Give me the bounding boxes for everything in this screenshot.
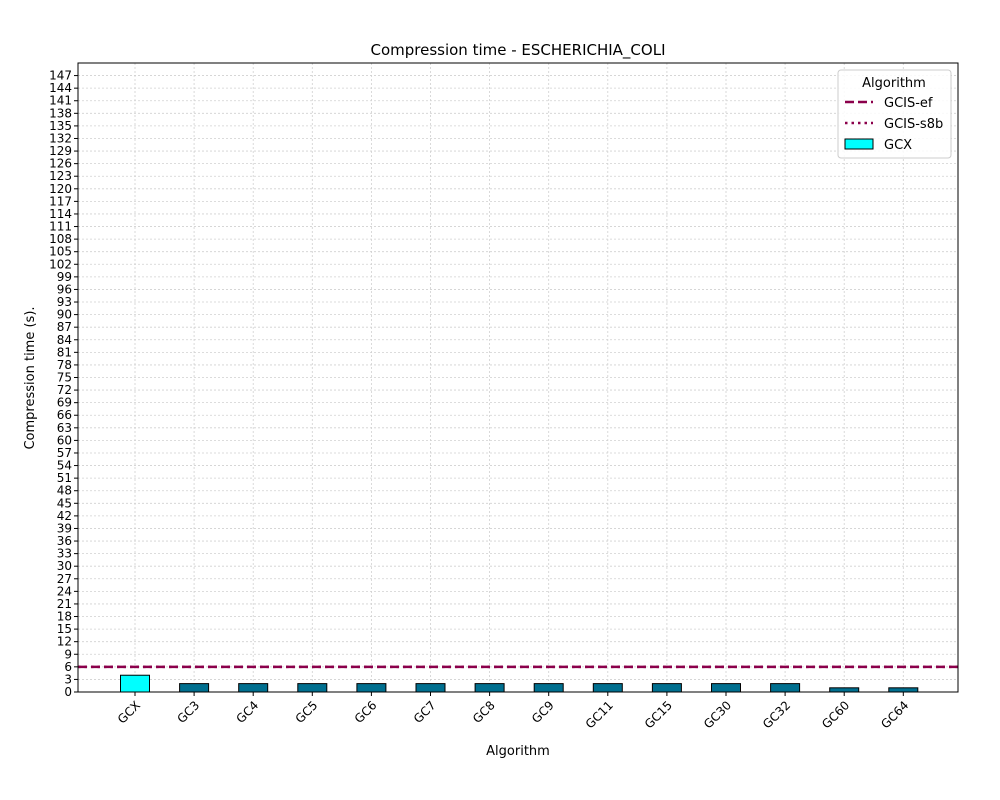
legend-swatch-gcx — [844, 138, 874, 150]
y-tick-label: 3 — [64, 672, 72, 686]
bar-gc6 — [356, 683, 387, 693]
x-tick-label: GC3 — [174, 698, 202, 726]
bar-gcx — [120, 674, 150, 693]
y-axis-title: Compression time (s). — [23, 306, 38, 449]
y-tick-label: 15 — [57, 622, 72, 636]
bar-gc15 — [651, 683, 682, 693]
y-tick-label: 18 — [57, 610, 72, 624]
y-tick-label: 138 — [49, 106, 72, 120]
x-tick-label: GC6 — [352, 698, 380, 726]
bar-gc30 — [711, 683, 741, 693]
y-tick-label: 135 — [49, 119, 72, 133]
y-tick-label: 9 — [64, 647, 72, 661]
y-tick-label: 45 — [57, 496, 72, 510]
legend: Algorithm GCIS-ef GCIS-s8b GCX — [837, 69, 952, 159]
y-tick-label: 87 — [57, 320, 72, 334]
y-tick-label: 54 — [57, 459, 72, 473]
y-tick-label: 57 — [57, 446, 72, 460]
y-tick-label: 144 — [49, 81, 72, 95]
y-tick-label: 129 — [49, 144, 72, 158]
y-tick-label: 51 — [57, 471, 72, 485]
legend-label-gcis-ef: GCIS-ef — [884, 96, 933, 111]
y-tick-label: 141 — [49, 94, 72, 108]
y-tick-label: 114 — [49, 207, 72, 221]
bar-gc5 — [297, 683, 328, 693]
y-tick-label: 48 — [57, 484, 72, 498]
x-tick-label: GC64 — [878, 698, 911, 731]
y-tick-label: 120 — [49, 182, 72, 196]
y-tick-label: 84 — [57, 333, 72, 347]
y-tick-label: 6 — [64, 660, 72, 674]
chart-title: Compression time - ESCHERICHIA_COLI — [370, 41, 665, 60]
bar-gc4 — [238, 683, 269, 693]
y-tick-label: 36 — [57, 534, 72, 548]
y-tick-label: 60 — [57, 433, 72, 447]
y-tick-label: 66 — [57, 408, 72, 422]
y-tick-label: 12 — [57, 635, 72, 649]
y-tick-label: 111 — [49, 220, 72, 234]
x-tick-label: GC15 — [642, 698, 675, 731]
x-tick-label: GC9 — [529, 698, 557, 726]
y-tick-label: 63 — [57, 421, 72, 435]
y-tick-label: 30 — [57, 559, 72, 573]
y-axis: 0369121518212427303336394245485154576063… — [49, 69, 78, 699]
bar-gc60 — [829, 687, 860, 693]
x-tick-label: GC60 — [819, 698, 852, 731]
grid — [78, 63, 958, 693]
bar-gc32 — [770, 683, 801, 693]
x-tick-label: GC7 — [411, 698, 439, 726]
y-tick-label: 72 — [57, 383, 72, 397]
x-tick-label: GCX — [115, 698, 143, 726]
legend-frame — [837, 69, 952, 159]
x-tick-label: GC8 — [470, 698, 498, 726]
y-tick-label: 102 — [49, 257, 72, 271]
y-tick-label: 27 — [57, 572, 72, 586]
y-tick-label: 90 — [57, 308, 72, 322]
y-tick-label: 117 — [49, 194, 72, 208]
y-tick-label: 132 — [49, 131, 72, 145]
y-tick-label: 24 — [57, 584, 72, 598]
bar-gc3 — [179, 683, 210, 693]
y-tick-label: 33 — [57, 547, 72, 561]
x-tick-label: GC11 — [583, 698, 616, 731]
bar-gc7 — [415, 683, 446, 693]
bar-gc11 — [592, 683, 623, 693]
bars — [120, 674, 919, 693]
y-tick-label: 39 — [57, 521, 72, 535]
x-tick-label: GC30 — [701, 698, 734, 731]
y-tick-label: 21 — [57, 597, 72, 611]
y-tick-label: 126 — [49, 157, 72, 171]
legend-label-gcx: GCX — [884, 138, 912, 153]
x-axis-title: Algorithm — [486, 744, 550, 759]
y-tick-label: 69 — [57, 396, 72, 410]
x-tick-label: GC32 — [760, 698, 793, 731]
y-tick-label: 93 — [57, 295, 72, 309]
y-tick-label: 147 — [49, 69, 72, 83]
y-tick-label: 81 — [57, 345, 72, 359]
legend-label-gcis-s8b: GCIS-s8b — [884, 117, 943, 132]
y-tick-label: 108 — [49, 232, 72, 246]
x-tick-label: GC5 — [293, 698, 321, 726]
y-tick-label: 123 — [49, 169, 72, 183]
bar-gc8 — [474, 683, 505, 693]
y-tick-label: 105 — [49, 245, 72, 259]
bar-gc9 — [533, 683, 564, 693]
x-axis: GCX GC3 GC4 GC5 GC6 GC7 GC8 GC9 GC11 GC15 GC30 GC32… — [115, 692, 911, 731]
y-tick-label: 75 — [57, 371, 72, 385]
y-tick-label: 42 — [57, 509, 72, 523]
y-tick-label: 96 — [57, 282, 72, 296]
legend-title: Algorithm — [862, 76, 926, 91]
y-tick-label: 78 — [57, 358, 72, 372]
bar-gc64 — [888, 687, 919, 693]
y-tick-label: 0 — [64, 685, 72, 699]
x-tick-label: GC4 — [234, 698, 262, 726]
y-tick-label: 99 — [57, 270, 72, 284]
